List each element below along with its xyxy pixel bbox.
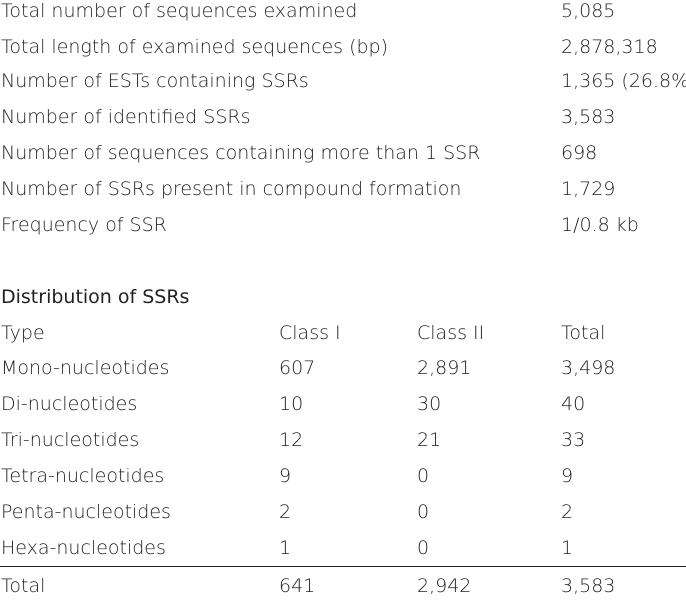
- table-row: Mono-nucleotides 607 2,891 3,498: [0, 353, 686, 383]
- cell-total: 40: [561, 393, 586, 415]
- summary-row: Number of ESTs containing SSRs 1,365 (26…: [0, 66, 686, 96]
- cell-class-ii: 0: [417, 501, 430, 523]
- cell-total: 2: [561, 501, 574, 523]
- summary-value: 2,878,318: [561, 36, 658, 58]
- total-label: Total: [1, 575, 46, 597]
- column-header-total: Total: [561, 322, 606, 344]
- summary-label: Number of ESTs containing SSRs: [1, 70, 309, 92]
- cell-total: 3,498: [561, 357, 616, 379]
- cell-class-i: 10: [279, 393, 304, 415]
- summary-value: 1,365 (26.8%): [561, 70, 686, 92]
- summary-value: 1,729: [561, 178, 616, 200]
- summary-label: Number of identified SSRs: [1, 106, 251, 128]
- cell-total: 33: [561, 429, 586, 451]
- table-header-row: Type Class I Class II Total: [0, 318, 686, 348]
- summary-value: 698: [561, 142, 598, 164]
- cell-class-i: 1: [279, 537, 292, 559]
- summary-row: Total length of examined sequences (bp) …: [0, 32, 686, 62]
- summary-value: 3,583: [561, 106, 616, 128]
- section-heading: Distribution of SSRs: [0, 282, 686, 312]
- column-header-type: Type: [1, 322, 45, 344]
- cell-type: Tetra-nucleotides: [1, 465, 165, 487]
- cell-class-i: 9: [279, 465, 292, 487]
- total-divider: [0, 566, 686, 567]
- summary-value: 1/0.8 kb: [561, 214, 639, 236]
- cell-type: Mono-nucleotides: [1, 357, 170, 379]
- summary-value: 5,085: [561, 0, 616, 22]
- cell-class-i: 607: [279, 357, 316, 379]
- column-header-class-i: Class I: [279, 322, 341, 344]
- cell-class-ii: 0: [417, 537, 430, 559]
- summary-row: Number of identified SSRs 3,583: [0, 102, 686, 132]
- summary-label: Frequency of SSR: [1, 214, 167, 236]
- summary-row: Number of sequences containing more than…: [0, 138, 686, 168]
- total-class-i: 641: [279, 575, 316, 597]
- total-row: Total 641 2,942 3,583: [0, 571, 686, 601]
- summary-label: Number of sequences containing more than…: [1, 142, 481, 164]
- cell-type: Di-nucleotides: [1, 393, 138, 415]
- column-header-class-ii: Class II: [417, 322, 485, 344]
- total-class-ii: 2,942: [417, 575, 472, 597]
- summary-row: Frequency of SSR 1/0.8 kb: [0, 210, 686, 240]
- cell-type: Hexa-nucleotides: [1, 537, 166, 559]
- cell-class-ii: 2,891: [417, 357, 472, 379]
- summary-label: Total number of sequences examined: [1, 0, 358, 22]
- cell-total: 1: [561, 537, 574, 559]
- table-row: Di-nucleotides 10 30 40: [0, 389, 686, 419]
- cell-class-ii: 0: [417, 465, 430, 487]
- cell-class-i: 2: [279, 501, 292, 523]
- summary-row: Total number of sequences examined 5,085: [0, 0, 686, 26]
- summary-label: Number of SSRs present in compound forma…: [1, 178, 462, 200]
- summary-row: Number of SSRs present in compound forma…: [0, 174, 686, 204]
- table-row: Hexa-nucleotides 1 0 1: [0, 533, 686, 563]
- cell-total: 9: [561, 465, 574, 487]
- cell-class-ii: 30: [417, 393, 442, 415]
- table-row: Tri-nucleotides 12 21 33: [0, 425, 686, 455]
- cell-class-i: 12: [279, 429, 304, 451]
- cell-type: Penta-nucleotides: [1, 501, 171, 523]
- summary-label: Total length of examined sequences (bp): [1, 36, 389, 58]
- total-total: 3,583: [561, 575, 616, 597]
- table-row: Tetra-nucleotides 9 0 9: [0, 461, 686, 491]
- distribution-heading: Distribution of SSRs: [1, 286, 190, 308]
- cell-type: Tri-nucleotides: [1, 429, 140, 451]
- table-row: Penta-nucleotides 2 0 2: [0, 497, 686, 527]
- cell-class-ii: 21: [417, 429, 442, 451]
